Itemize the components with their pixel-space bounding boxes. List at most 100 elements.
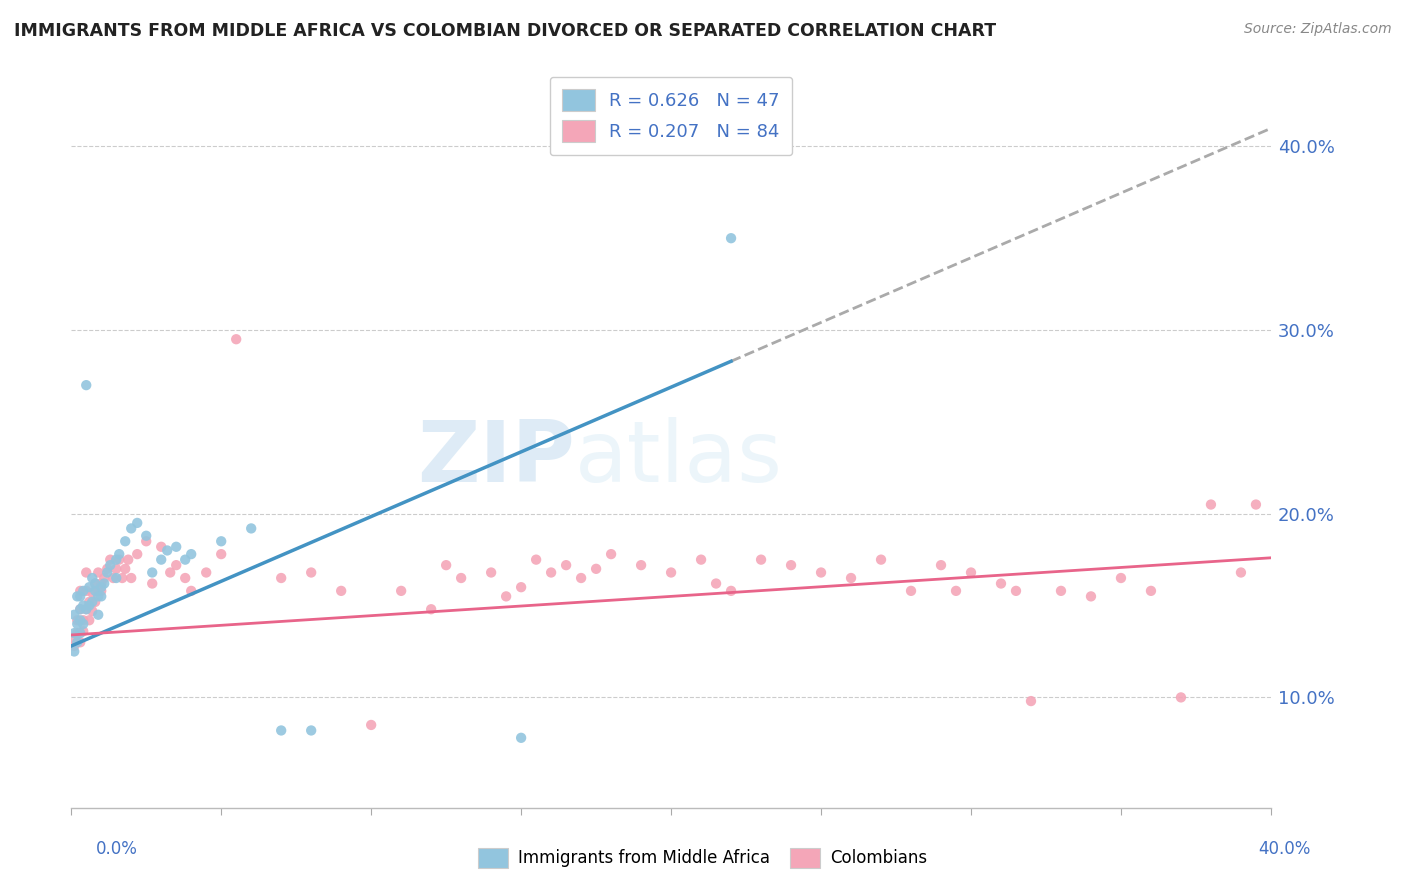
Point [69,590,91,604]
Point [165,558,187,573]
Point [240,521,263,535]
Point [77,613,100,627]
Point [555,558,578,573]
Point [75,583,97,598]
Point [75,602,97,616]
Point [84,595,107,609]
Point [749,552,772,566]
Point [66,616,89,631]
Point [630,558,652,573]
Point [120,521,142,535]
Point [209,534,232,549]
Point [114,534,136,549]
Point [82,595,104,609]
Text: IMMIGRANTS FROM MIDDLE AFRICA VS COLOMBIAN DIVORCED OR SEPARATED CORRELATION CHA: IMMIGRANTS FROM MIDDLE AFRICA VS COLOMBI… [14,22,997,40]
Point [105,571,128,585]
Point [159,566,181,580]
Point [87,566,110,580]
Point [111,571,134,585]
Point [72,583,94,598]
Point [156,543,179,558]
Point [1170,690,1192,705]
Point [117,552,139,566]
Point [510,731,533,745]
Point [77,580,100,594]
Point [69,583,91,598]
Text: Source: ZipAtlas.com: Source: ZipAtlas.com [1244,22,1392,37]
Text: atlas: atlas [575,417,783,500]
Point [63,626,86,640]
Point [69,626,91,640]
Point [108,547,131,561]
Point [720,583,742,598]
Point [1140,583,1163,598]
Point [98,558,121,573]
Point [75,566,97,580]
Point [540,566,562,580]
Point [510,580,533,594]
Point [77,599,100,613]
Point [174,571,197,585]
Point [93,576,115,591]
Point [90,590,112,604]
Point [72,616,94,631]
Point [66,626,89,640]
Point [108,552,131,566]
Point [63,639,86,653]
Point [84,576,107,591]
Text: 0.0%: 0.0% [96,840,138,858]
Point [84,583,107,598]
Point [659,566,682,580]
Point [945,583,967,598]
Point [82,571,104,585]
Point [96,566,118,580]
Point [180,547,202,561]
Point [420,602,443,616]
Point [209,547,232,561]
Point [90,583,112,598]
Point [87,583,110,598]
Point [69,635,91,649]
Text: ZIP: ZIP [418,417,575,500]
Point [1230,566,1253,580]
Point [69,602,91,616]
Point [90,580,112,594]
Point [180,583,202,598]
Point [839,571,862,585]
Point [690,552,713,566]
Point [63,607,86,622]
Point [135,534,157,549]
Point [63,644,86,658]
Point [1019,694,1042,708]
Point [600,547,623,561]
Point [96,562,118,576]
Point [72,599,94,613]
Point [66,590,89,604]
Point [165,540,187,554]
Point [495,590,517,604]
Point [84,576,107,591]
Point [98,552,121,566]
Point [69,613,91,627]
Point [360,718,382,732]
Point [75,378,97,392]
Point [105,562,128,576]
Point [479,566,502,580]
Point [990,576,1012,591]
Point [450,571,472,585]
Point [780,558,803,573]
Point [720,231,742,245]
Point [1199,498,1222,512]
Point [704,576,727,591]
Point [150,552,173,566]
Point [299,723,322,738]
Point [330,583,353,598]
Point [82,604,104,618]
Point [174,552,197,566]
Point [105,552,128,566]
Point [225,332,247,346]
Point [195,566,218,580]
Point [524,552,547,566]
Point [900,583,922,598]
Legend: Immigrants from Middle Africa, Colombians: Immigrants from Middle Africa, Colombian… [472,841,934,875]
